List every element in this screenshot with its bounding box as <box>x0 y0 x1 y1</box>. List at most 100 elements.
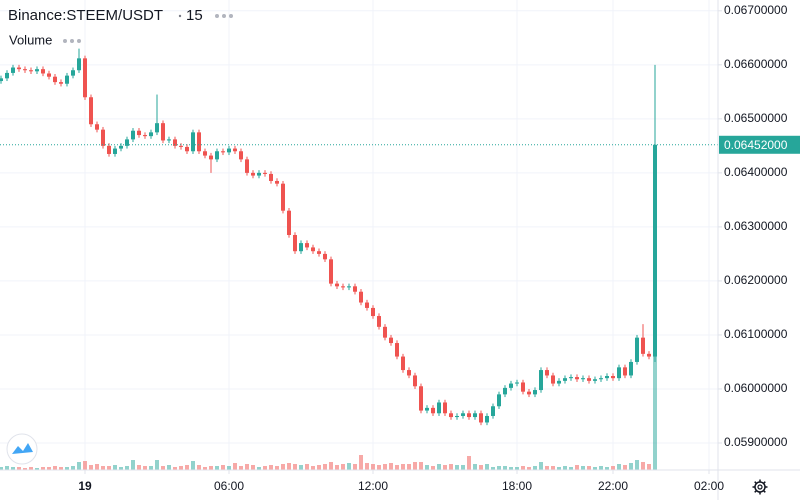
candle-body <box>509 383 514 388</box>
candle-body <box>431 407 436 414</box>
volume-bar <box>0 467 4 470</box>
candle-body <box>419 386 424 411</box>
volume-bar <box>413 462 418 470</box>
volume-bar <box>491 467 496 470</box>
candle-body <box>647 353 652 357</box>
volume-bar <box>281 464 286 470</box>
volume-bar <box>587 466 592 470</box>
candle-body <box>305 243 310 248</box>
separator-dot <box>178 14 182 18</box>
candle-body <box>71 70 76 76</box>
volume-bar <box>521 466 526 470</box>
volume-bar <box>533 466 538 470</box>
candle-body <box>407 370 412 376</box>
volume-bar <box>257 467 262 470</box>
volume-bar <box>29 467 34 470</box>
volume-bar <box>125 466 130 470</box>
candle-body <box>155 123 160 133</box>
volume-bar <box>149 466 154 470</box>
volume-bar <box>371 464 376 470</box>
volume-bar <box>101 466 106 470</box>
volume-bar <box>437 464 442 470</box>
volume-bar <box>35 468 40 470</box>
volume-bar <box>317 465 322 470</box>
candle-body <box>485 415 490 423</box>
candle-body <box>545 370 550 376</box>
candle-body <box>401 356 406 371</box>
candle-body <box>83 58 88 98</box>
candle-body <box>491 406 496 416</box>
volume-bar <box>17 467 22 470</box>
candle-body <box>185 146 190 152</box>
candle-body <box>377 316 382 327</box>
volume-bar <box>419 462 424 470</box>
volume-bar <box>293 464 298 470</box>
settings-icon[interactable] <box>752 479 768 495</box>
candle-body <box>329 259 334 284</box>
candle-body <box>503 387 508 395</box>
volume-bar <box>401 464 406 470</box>
volume-bar <box>287 463 292 470</box>
candle-body <box>617 367 622 379</box>
last-price-box <box>719 135 800 154</box>
volume-bar <box>611 466 616 470</box>
candle-body <box>89 97 94 125</box>
candle-body <box>593 379 598 381</box>
candle-body <box>563 378 568 381</box>
title-menu[interactable] <box>215 14 233 18</box>
volume-bar <box>629 463 634 470</box>
candle-body <box>299 243 304 252</box>
candle-body <box>437 402 442 414</box>
chart-title: Binance:STEEM/USDT <box>8 7 163 24</box>
y-tick-label: 0.06200000 <box>724 273 788 287</box>
volume-bar <box>635 460 640 470</box>
volume-bar <box>515 467 520 470</box>
candle-body <box>59 82 64 84</box>
axes: 0.05900000 0.06000000 0.06100000 0.06200000… <box>78 3 800 493</box>
volume-bar <box>233 463 238 470</box>
volume-bar <box>185 465 190 470</box>
volume-bar <box>569 467 574 470</box>
volume-bar <box>329 462 334 470</box>
y-tick-label: 0.06400000 <box>724 165 788 179</box>
candle-body <box>41 69 46 74</box>
candle-body <box>539 370 544 391</box>
candle-body <box>119 145 124 149</box>
candle-body <box>323 253 328 260</box>
candle-body <box>65 75 70 84</box>
volume-bar <box>89 465 94 470</box>
candle-body <box>23 69 28 71</box>
volume-menu[interactable] <box>63 39 81 43</box>
volume-bar <box>539 462 544 470</box>
volume-bar <box>647 464 652 470</box>
x-tick-label: 06:00 <box>214 479 244 493</box>
last-price-label: 0.06452000 <box>724 138 788 152</box>
volume-bar <box>623 465 628 470</box>
candle-body <box>53 76 58 83</box>
volume-bar <box>299 465 304 470</box>
x-tick-label: 18:00 <box>502 479 532 493</box>
candle-body <box>557 380 562 384</box>
candle-body <box>287 210 292 235</box>
volume-bar <box>599 466 604 470</box>
candle-body <box>389 337 394 344</box>
volume-bar <box>557 467 562 470</box>
candle-body <box>371 307 376 317</box>
logo[interactable] <box>6 433 38 465</box>
volume-bar <box>311 466 316 470</box>
candle-body <box>35 69 40 72</box>
candle-body <box>473 413 478 418</box>
volume-bar <box>173 467 178 470</box>
candle-body <box>251 172 256 176</box>
y-tick-label: 0.06500000 <box>724 111 788 125</box>
volume-layer <box>0 353 658 470</box>
candle-body <box>467 413 472 418</box>
candle-body <box>359 291 364 303</box>
candle-body <box>95 124 100 130</box>
candle-body <box>515 382 520 384</box>
volume-bar <box>527 467 532 470</box>
volume-bar <box>53 466 58 470</box>
y-tick-label: 0.06600000 <box>724 57 788 71</box>
candle-layer <box>0 48 718 426</box>
